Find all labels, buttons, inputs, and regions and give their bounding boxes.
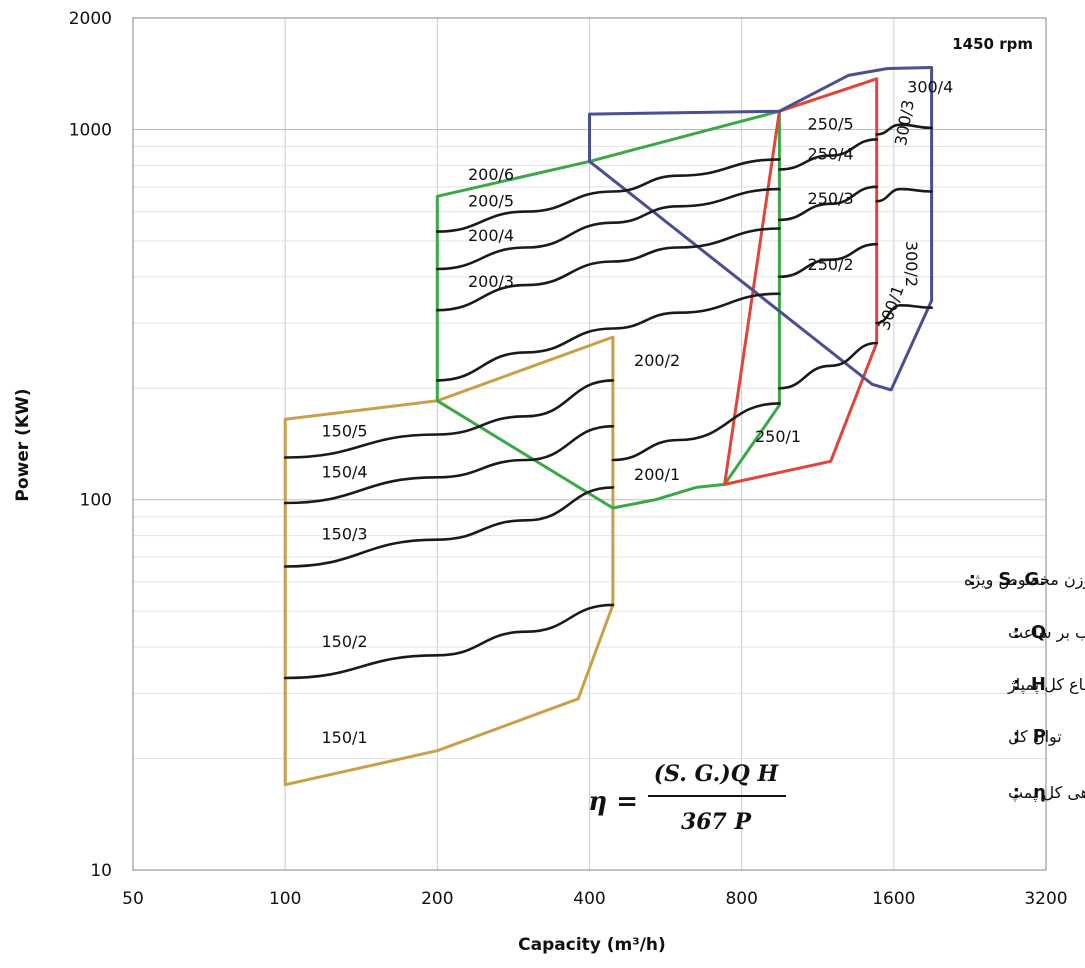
envelope-300 [588,66,934,392]
x-tick-800: 800 [725,889,757,909]
curve-label-300-3: 300/3 [891,98,918,147]
curve-150-3 [283,424,615,505]
x-tick-100: 100 [269,889,301,909]
curve-200-2 [436,292,781,382]
curve-label-200-2: 200/2 [634,351,680,370]
y-tick-100: 100 [80,491,112,511]
speed-label: 1450 rpm [952,35,1033,53]
envelope-layer [283,66,934,787]
curve-label-150-2: 150/2 [322,632,368,651]
x-tick-200: 200 [421,889,453,909]
legend-key-2: H [1031,674,1046,695]
y-tick-10: 10 [90,861,112,881]
curve-250-4 [778,138,878,171]
curve-150-2 [283,486,615,568]
label-layer: 150/1 150/2 150/3 150/4 150/5 200/1 200/2 200/3… [322,77,954,747]
legend-key-0: S. G. [998,569,1046,590]
legend-text-0: وزن مخصوص ویژه [964,570,1085,590]
efficiency-formula: η = (S. G.)Q H 367 P [588,761,786,835]
x-tick-3200: 3200 [1024,889,1067,909]
curve-label-300-1: 300/1 [874,283,908,333]
curve-label-250-3: 250/3 [808,189,854,208]
x-tick-50: 50 [122,889,144,909]
y-axis-title: Power (KW) [13,388,33,501]
legend-text-3: توان کل [1008,727,1062,747]
curve-label-200-4: 200/4 [468,226,514,245]
curve-label-300-4: 300/4 [907,77,953,96]
formula-numerator: (S. G.)Q H [654,761,780,787]
legend-colon-4: : [1013,782,1020,803]
curve-250-3 [778,185,878,222]
legend-text-1: دبی برحسب مترمکعب بر ساعت [1008,623,1085,643]
curve-label-200-1: 200/1 [634,465,680,484]
curve-150-4 [283,379,615,459]
curve-300-2 [875,187,933,203]
legend-key-4: η [1033,782,1046,803]
x-axis-title: Capacity (m³/h) [518,935,666,955]
curve-200-3 [436,227,781,312]
envelope-250 [723,77,879,486]
curve-layer [283,123,933,680]
curve-label-200-5: 200/5 [468,191,514,210]
plot-frame [132,17,1047,871]
legend-colon-0: : [969,569,976,590]
curve-label-150-1: 150/1 [322,728,368,747]
legend-text-2: ارتفاع کل پمپاژ [1007,675,1085,695]
curve-label-200-3: 200/3 [468,272,514,291]
curve-250-2 [778,242,878,279]
curve-label-250-4: 250/4 [808,144,854,163]
curve-label-150-3: 150/3 [322,525,368,544]
curve-label-250-5: 250/5 [808,114,854,133]
legend-colon-1: : [1013,622,1020,643]
curve-150-1 [283,603,615,680]
legend-key-1: Q [1031,622,1046,643]
x-tick-400: 400 [573,889,605,909]
legend-key-3: P [1033,726,1046,747]
curve-label-250-1: 250/1 [755,427,801,446]
envelope-150 [283,335,615,787]
y-tick-2000: 2000 [69,9,112,29]
formula-lhs: η = [588,787,638,817]
curve-300-1 [875,303,933,325]
curve-200-4 [436,187,781,271]
curve-label-250-2: 250/2 [808,255,854,274]
curve-label-150-4: 150/4 [322,462,368,481]
formula-denominator: 367 P [681,809,753,835]
curve-200-5 [436,158,781,233]
curve-label-150-5: 150/5 [322,422,368,441]
curve-300-3 [875,123,933,136]
axis-layer: 50 100 200 400 800 1600 3200 10 100 1000 2000 [69,9,1068,909]
curve-label-200-6: 200/6 [468,165,514,184]
curve-250-1 [778,341,878,390]
legend-colon-3: : [1013,726,1020,747]
x-tick-1600: 1600 [872,889,915,909]
curve-label-300-2: 300/2 [902,241,921,287]
envelope-200 [435,109,781,510]
curve-200-1 [611,402,781,462]
legend-text-4: بازدهی کل پمپ [1008,783,1085,803]
legend-colon-2: : [1013,674,1020,695]
y-tick-1000: 1000 [69,120,112,140]
